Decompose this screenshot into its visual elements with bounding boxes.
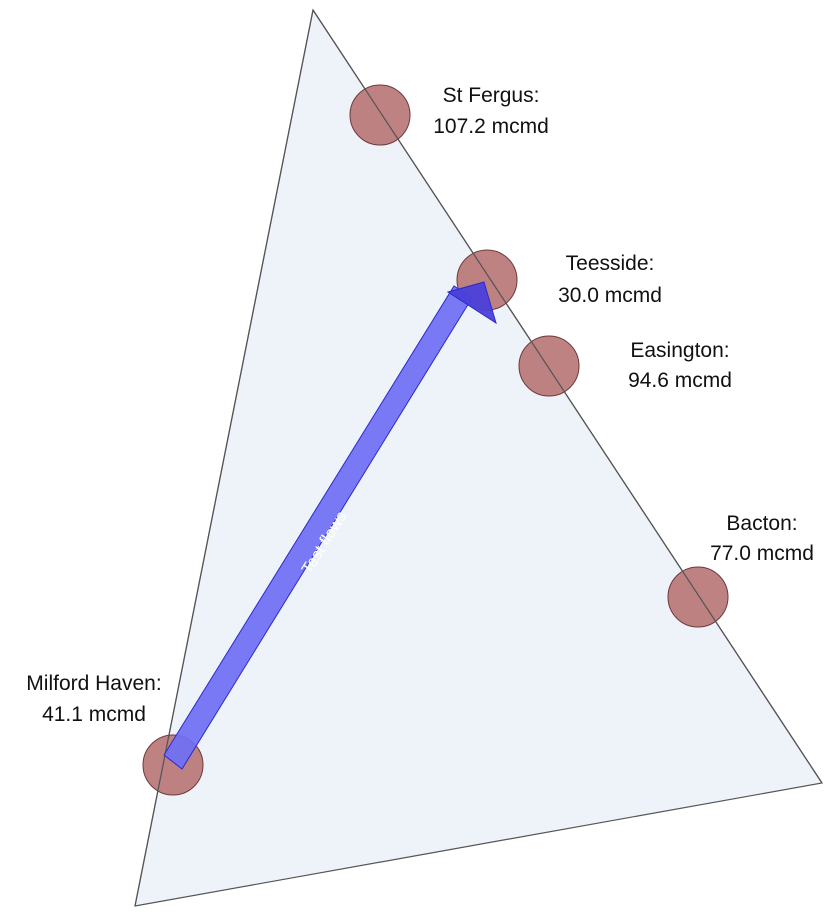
terminal-node-bacton[interactable] xyxy=(667,566,729,628)
network-region-triangle xyxy=(134,8,824,907)
network-region-edge-overlay-left xyxy=(134,9,314,907)
terminal-label-milford-haven-name: Milford Haven: xyxy=(26,672,161,695)
terminal-st-fergus[interactable] xyxy=(349,84,411,146)
terminal-label-bacton-name: Bacton: xyxy=(726,512,797,535)
terminal-bacton[interactable] xyxy=(667,566,729,628)
terminal-label-teesside-flow: 30.0 mcmd xyxy=(558,284,662,307)
terminal-node-st-fergus[interactable] xyxy=(349,84,411,146)
terminal-label-milford-haven-flow: 41.1 mcmd xyxy=(42,703,146,726)
network-region-edge-overlay xyxy=(312,9,823,784)
terminal-label-st-fergus-name: St Fergus: xyxy=(443,84,540,107)
flow-arrow-head[interactable] xyxy=(446,281,497,325)
terminal-node-easington[interactable] xyxy=(518,335,580,397)
terminal-easington[interactable] xyxy=(518,335,580,397)
terminal-label-easington-flow: 94.6 mcmd xyxy=(628,369,732,392)
terminal-label-teesside-name: Teesside: xyxy=(566,252,655,275)
terminal-label-st-fergus-flow: 107.2 mcmd xyxy=(433,115,549,138)
terminal-label-easington-name: Easington: xyxy=(630,339,729,362)
terminal-label-bacton-flow: 77.0 mcmd xyxy=(710,542,814,565)
